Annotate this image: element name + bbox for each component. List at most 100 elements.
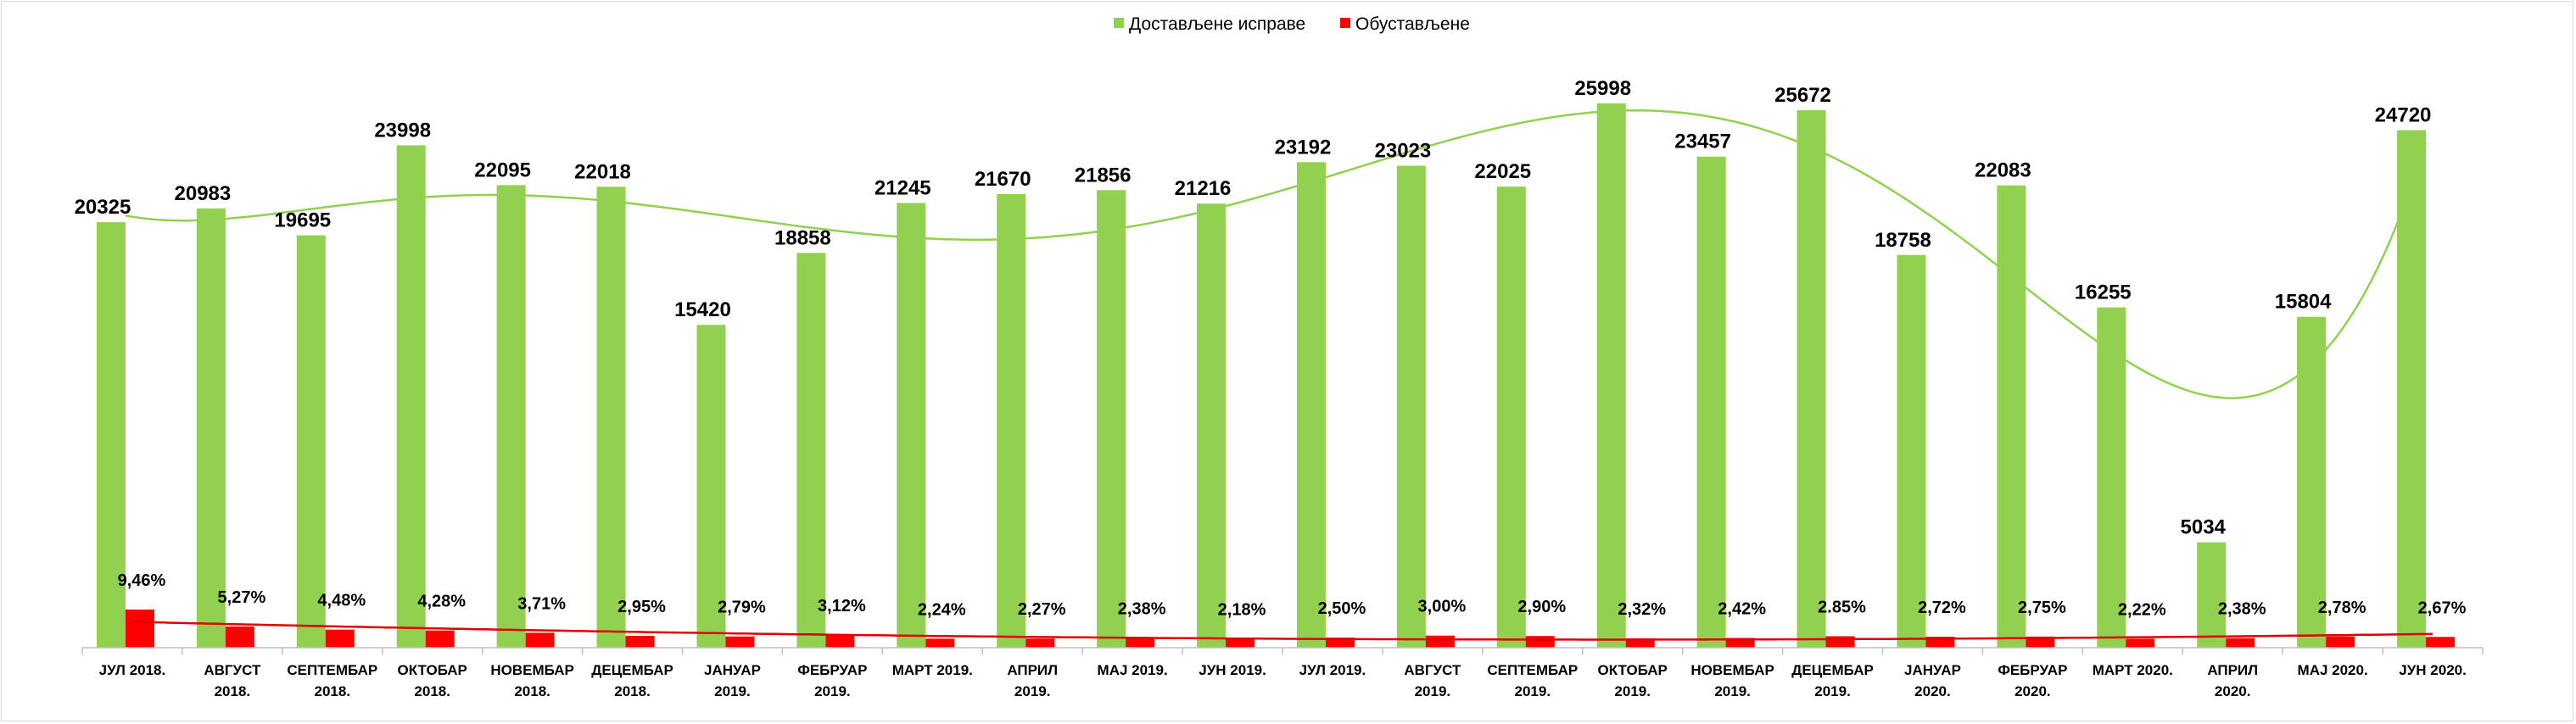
x-tick-label: 2019.: [714, 683, 751, 699]
x-tick-label: 2020.: [2014, 683, 2051, 699]
data-label-delivered: 21856: [1075, 164, 1132, 187]
data-label-suspended: 4,48%: [317, 592, 366, 610]
data-label-suspended: 2.85%: [1818, 598, 1866, 616]
data-label-delivered: 18758: [1875, 229, 1931, 252]
x-tick-label: МАРТ 2019.: [892, 662, 973, 678]
bar-suspended: [1325, 638, 1355, 648]
x-tick-label: ЈАНУАР: [1904, 662, 1961, 678]
bar-delivered: [1997, 185, 2026, 648]
data-label-suspended: 2,22%: [2118, 600, 2166, 619]
data-label-delivered: 23998: [374, 119, 431, 142]
bar-delivered: [596, 187, 626, 648]
data-label-suspended: 2,38%: [2218, 600, 2266, 619]
x-tick-label: 2019.: [1415, 683, 1451, 699]
data-label-suspended: 2,72%: [1918, 599, 1966, 617]
x-tick-label: 2020.: [2215, 683, 2251, 699]
bar-suspended: [425, 630, 455, 648]
bar-suspended: [125, 610, 154, 648]
x-tick-label: 2019.: [1614, 683, 1651, 699]
bar-delivered: [1897, 254, 1926, 648]
bar-suspended: [1525, 636, 1555, 648]
legend-swatch-delivered: [1114, 18, 1124, 28]
data-label-delivered: 22025: [1474, 160, 1531, 183]
bar-delivered: [1097, 190, 1126, 649]
bar-delivered: [296, 235, 326, 648]
x-tick-label: ЈУН 2019.: [1199, 662, 1266, 678]
x-tick-label: СЕПТЕМБАР: [287, 662, 377, 678]
data-label-suspended: 2,50%: [1318, 599, 1366, 618]
x-tick-label: 2019.: [1814, 683, 1851, 699]
data-label-delivered: 22083: [1975, 159, 2031, 182]
bar-suspended: [2326, 636, 2355, 648]
x-tick-label: ОКТОБАР: [1598, 662, 1668, 678]
x-tick-label: 2019.: [1014, 683, 1051, 699]
bar-suspended: [825, 635, 855, 648]
x-tick-label: ФЕБРУАР: [1998, 662, 2067, 678]
bar-suspended: [1226, 638, 1255, 648]
data-label-delivered: 21216: [1175, 177, 1232, 200]
bar-delivered: [696, 325, 726, 648]
bar-delivered: [2097, 307, 2126, 648]
bar-delivered: [96, 222, 126, 648]
bar-suspended: [1725, 638, 1755, 648]
bar-delivered: [1496, 187, 1526, 648]
x-tick-label: АПРИЛ: [2207, 662, 2258, 678]
legend-swatch-suspended: [1340, 18, 1350, 28]
x-tick-label: 2020.: [1914, 683, 1951, 699]
bar-suspended: [725, 636, 755, 648]
trendlines: [125, 109, 2434, 641]
x-tick-label: 2018.: [414, 683, 450, 699]
data-label-suspended: 4,28%: [417, 593, 466, 611]
bar-delivered: [1796, 110, 1826, 649]
bar-suspended: [1425, 635, 1455, 648]
x-tick-label: ЈУЛ 2019.: [1299, 662, 1366, 678]
series-delivered: [96, 103, 2427, 649]
data-label-suspended: 2,38%: [1118, 600, 1166, 619]
bar-delivered: [496, 185, 526, 649]
data-label-suspended: 5,27%: [218, 588, 266, 607]
bar-delivered: [2397, 130, 2427, 648]
data-label-delivered: 15420: [674, 298, 731, 321]
bar-delivered: [897, 203, 926, 648]
data-label-suspended: 2,79%: [718, 599, 766, 617]
data-label-delivered: 20325: [75, 196, 131, 219]
data-label-delivered: 20983: [175, 182, 232, 205]
legend-label-suspended: Обустављене: [1355, 14, 1470, 34]
series-suspended: [125, 610, 2456, 648]
x-tick-label: ФЕБРУАР: [797, 662, 867, 678]
bar-delivered: [1197, 203, 1227, 648]
x-tick-label: ДЕЦЕМБАР: [591, 662, 673, 678]
legend-label-delivered: Достављене исправе: [1129, 14, 1305, 34]
bar-delivered: [396, 145, 426, 648]
bar-delivered: [196, 208, 226, 649]
bar-delivered: [1396, 165, 1426, 648]
bar-suspended: [1625, 638, 1655, 648]
data-label-suspended: 9,46%: [118, 571, 166, 590]
x-tick-label: 2019.: [1515, 683, 1551, 699]
bar-suspended: [1825, 636, 1855, 648]
x-tick-label: МАЈ 2020.: [2298, 662, 2368, 678]
data-label-delivered: 19695: [274, 209, 331, 232]
bar-suspended: [525, 632, 555, 648]
data-label-suspended: 2,78%: [2318, 599, 2366, 617]
bar-suspended: [2226, 638, 2255, 648]
bar-delivered: [2197, 542, 2227, 648]
data-label-suspended: 3,00%: [1418, 598, 1467, 616]
x-tick-label: 2019.: [814, 683, 851, 699]
data-label-delivered: 18858: [774, 226, 831, 249]
trendline-suspended: [131, 621, 2434, 641]
x-tick-label: МАЈ 2019.: [1098, 662, 1168, 678]
data-label-delivered: 22095: [474, 159, 531, 181]
x-tick-label: МАРТ 2020.: [2093, 662, 2173, 678]
data-label-suspended: 3,12%: [818, 597, 866, 615]
data-labels-suspended: 9,46% 5,27% 4,48% 4,28% 3,71% 2,95% 2,79% 3,12%…: [118, 571, 2467, 620]
x-axis-ticks: [81, 648, 2484, 654]
legend: Достављене исправе Обустављене: [1114, 14, 1470, 34]
x-tick-label: ЈАНУАР: [704, 662, 761, 678]
data-label-delivered: 22018: [574, 160, 631, 183]
data-label-delivered: 21670: [975, 168, 1031, 191]
data-label-suspended: 2,75%: [2018, 599, 2066, 617]
data-label-suspended: 2,32%: [1618, 600, 1666, 619]
